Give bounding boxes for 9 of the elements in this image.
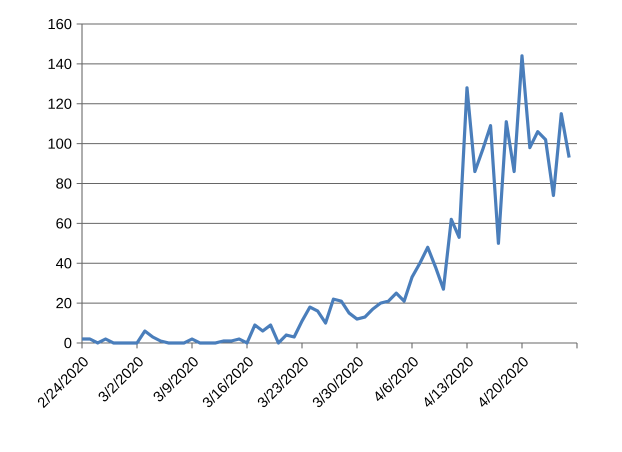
y-tick-label: 140 xyxy=(48,58,72,70)
y-tick-label: 120 xyxy=(48,98,72,109)
y-tick-label: 0 xyxy=(64,338,72,348)
y-tick-label: 160 xyxy=(48,18,72,30)
y-tick-label: 20 xyxy=(56,298,72,308)
y-tick-label: 80 xyxy=(56,178,72,189)
y-tick-label: 60 xyxy=(56,218,72,229)
y-tick-label: 40 xyxy=(56,258,72,268)
y-tick-label: 100 xyxy=(48,138,72,149)
